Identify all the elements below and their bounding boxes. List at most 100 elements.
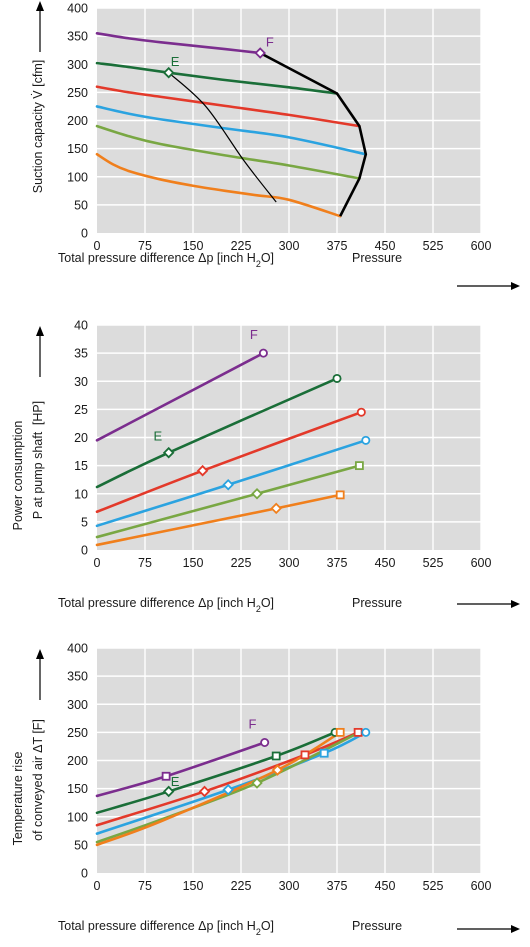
chart-panel-1: 0 75 150 225 300 375 450 525 600 0 50 100 150 200 250 3… <box>31 1 520 290</box>
y-axis-unit: [HP] <box>31 401 45 425</box>
y-axis-label-line2: P at pump shaft <box>31 431 45 519</box>
y-tick-label: 0 <box>81 227 88 241</box>
x-axis-label-main: Total pressure difference Δp [inch H <box>58 919 256 933</box>
y-tick-label: 200 <box>67 754 88 768</box>
x-tick-label: 525 <box>423 556 444 570</box>
y-tick-label: 40 <box>74 319 88 333</box>
x-tick-label: 375 <box>327 239 348 253</box>
series-marker-3 <box>196 464 209 477</box>
series-line-6 <box>95 731 342 847</box>
x-tick-label: 150 <box>183 556 204 570</box>
series-marker-1 <box>254 47 266 59</box>
series-end-marker-3 <box>300 750 310 760</box>
series-marker-2 <box>162 785 175 798</box>
x-axis-pressure-label: Pressure <box>352 251 402 265</box>
series-line-2 <box>95 731 337 815</box>
series-line-6 <box>95 493 342 547</box>
series-annotation: F <box>249 716 257 731</box>
y-tick-label: 150 <box>67 142 88 156</box>
x-tick-label: 375 <box>327 879 348 893</box>
series-end-marker-4 <box>361 435 371 445</box>
x-tick-label: 375 <box>327 556 348 570</box>
series-marker-5 <box>251 777 263 789</box>
series-line-2 <box>95 61 339 95</box>
series-end-marker-2 <box>332 373 342 383</box>
series-end-marker-1 <box>161 771 171 781</box>
x-tick-label: 600 <box>471 879 492 893</box>
x-tick-label: 525 <box>423 879 444 893</box>
x-tick-label: 0 <box>94 239 101 253</box>
series-end-marker-4 <box>319 748 329 758</box>
series-annotation: E <box>171 54 180 69</box>
y-tick-label: 100 <box>67 810 88 824</box>
series-annotation: E <box>153 428 162 443</box>
series-annotation: F <box>266 34 274 49</box>
series-line-3 <box>95 731 360 827</box>
series-end-marker-2 <box>271 751 281 761</box>
y-tick-label: 300 <box>67 58 88 72</box>
chart-panel-3: 0 75 150 225 300 375 450 525 600 0 50 100 150 200 250 3… <box>11 642 520 937</box>
x-tick-label: 150 <box>183 239 204 253</box>
y-tick-label: 150 <box>67 782 88 796</box>
series-end-marker-5 <box>354 461 364 471</box>
x-axis-label: Total pressure difference Δp [inch H2O] <box>58 251 274 269</box>
y-tick-label: 200 <box>67 114 88 128</box>
x-tick-label: 450 <box>375 239 396 253</box>
series-end-marker-3 <box>353 727 363 737</box>
x-tick-label: 225 <box>231 556 252 570</box>
x-axis-label-sub: 2 <box>256 604 261 614</box>
x-tick-label: 75 <box>138 239 152 253</box>
x-tick-label: 150 <box>183 879 204 893</box>
series-marker-2 <box>162 66 175 79</box>
chart-panel-2: 0 75 150 225 300 375 450 525 600 0 5 10 15 20 25 30 35 40… <box>11 319 520 614</box>
x-axis-label-sub: 2 <box>256 259 261 269</box>
y-axis-arrow-head <box>36 326 44 336</box>
x-tick-label: 450 <box>375 879 396 893</box>
y-tick-label: 25 <box>74 403 88 417</box>
x-tick-label: 0 <box>94 879 101 893</box>
series-annotation: F <box>250 327 258 342</box>
y-axis-unit: ΔT [F] <box>31 719 45 753</box>
y-tick-label: 400 <box>67 642 88 656</box>
x-tick-label: 75 <box>138 879 152 893</box>
series-marker-1 <box>260 738 270 748</box>
y-tick-label: 15 <box>74 459 88 473</box>
y-axis-arrow-head <box>36 649 44 659</box>
x-tick-label: 225 <box>231 239 252 253</box>
y-tick-label: 20 <box>74 431 88 445</box>
x-tick-label: 300 <box>279 556 300 570</box>
x-axis-pressure-label: Pressure <box>352 919 402 933</box>
series-marker-5 <box>251 487 263 500</box>
y-tick-label: 50 <box>74 198 88 212</box>
y-tick-label: 0 <box>81 867 88 881</box>
y-tick-label: 35 <box>74 347 88 361</box>
series-marker-6 <box>270 502 282 515</box>
series-marker-4 <box>222 478 234 491</box>
series-end-marker-3 <box>356 407 366 417</box>
y-tick-label: 0 <box>81 544 88 558</box>
series-marker-3 <box>198 785 211 798</box>
series-line-1 <box>95 32 262 55</box>
x-axis-arrow-head <box>511 282 520 290</box>
x-axis-label-main: Total pressure difference Δp [inch H <box>58 596 256 610</box>
y-tick-label: 350 <box>67 30 88 44</box>
y-tick-label: 5 <box>81 515 88 529</box>
series-line-5 <box>95 124 361 180</box>
y-tick-label: 30 <box>74 375 88 389</box>
series-marker-2 <box>162 446 175 459</box>
series-line-6 <box>95 152 342 218</box>
series-line-2 <box>95 377 339 489</box>
x-tick-label: 0 <box>94 556 101 570</box>
y-tick-label: 300 <box>67 698 88 712</box>
y-axis-label-line1: Temperature rise <box>11 752 25 846</box>
series-line-3 <box>95 85 361 128</box>
y-tick-label: 250 <box>67 86 88 100</box>
x-axis-label-main: Total pressure difference Δp [inch H <box>58 251 256 265</box>
y-tick-label: 350 <box>67 670 88 684</box>
y-axis-arrow-head <box>36 1 44 11</box>
x-tick-label: 600 <box>471 239 492 253</box>
y-axis-label-line1: Power consumption <box>11 421 25 531</box>
y-tick-label: 50 <box>74 838 88 852</box>
